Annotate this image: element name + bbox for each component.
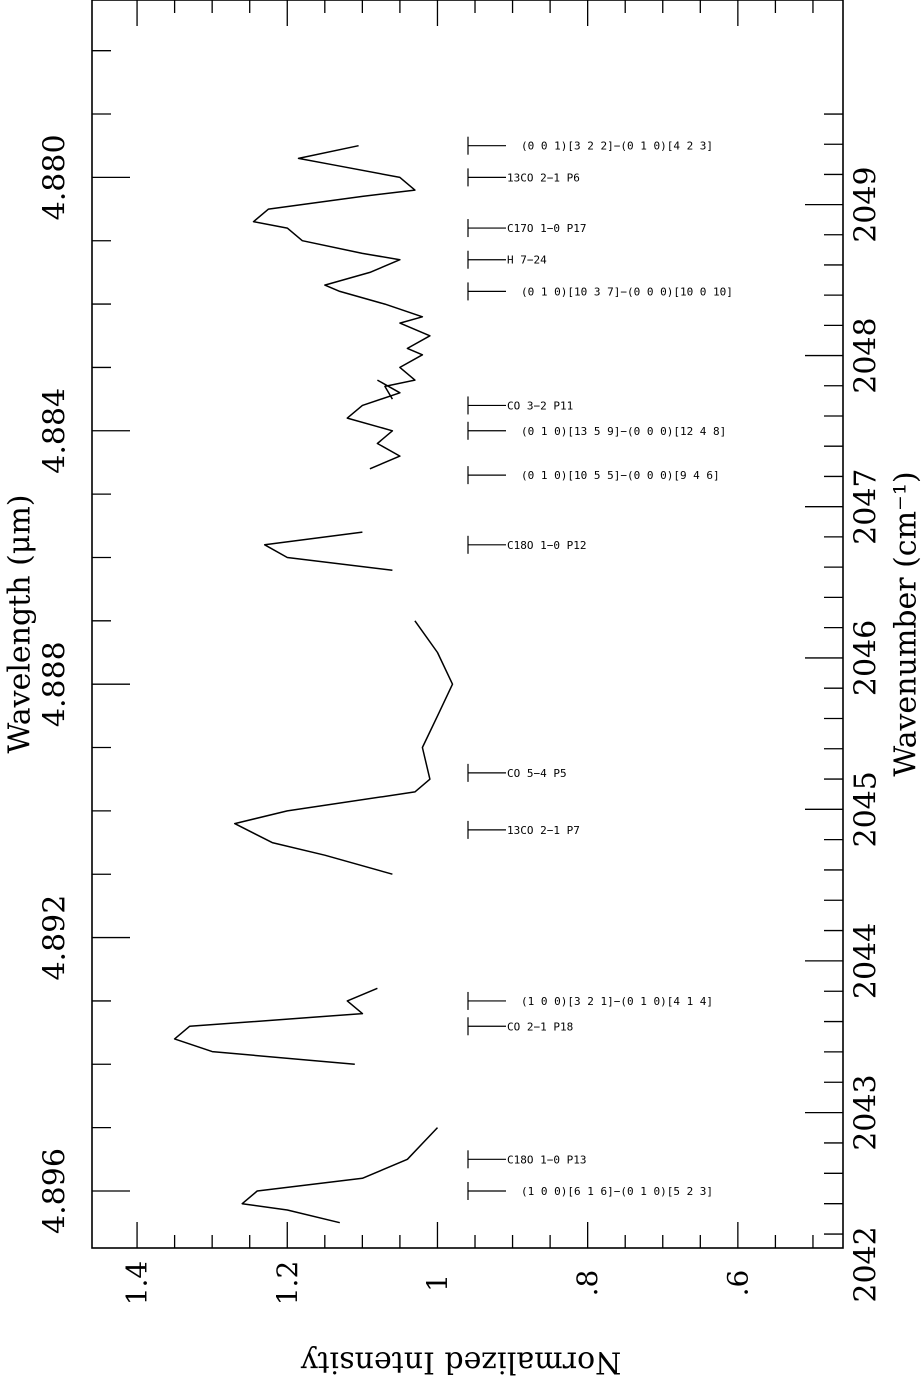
wavenumber-tick-label: 2042 [849, 1226, 884, 1302]
wavenumber-tick-label: 2044 [849, 923, 884, 999]
line-id-label: 13CO 2−1 P6 [507, 171, 580, 184]
wavenumber-tick-label: 2048 [849, 317, 884, 393]
spectrum-segment-3 [263, 531, 393, 571]
line-id-label: (1 0 0)[6 1 6]−(0 1 0)[5 2 3] [521, 1185, 713, 1198]
line-identifications: (0 0 1)[3 2 2]−(0 1 0)[4 2 3] 13CO 2−1 P6… [467, 136, 733, 1200]
line-id-label: CO 3−2 P11 [507, 399, 573, 412]
intensity-tick-label: .8 [571, 1270, 604, 1297]
line-id-label: CO 5−4 P5 [507, 767, 567, 780]
line-id-label: 13CO 2−1 P7 [507, 824, 580, 837]
wavelength-tick-label: 4.892 [38, 895, 73, 981]
line-id-label: (0 1 0)[10 5 5]−(0 0 0)[9 4 6] [521, 469, 720, 482]
line-id-label: (0 1 0)[13 5 9]−(0 0 0)[12 4 8] [521, 425, 726, 438]
intensity-tick-label: 1.2 [271, 1261, 304, 1306]
line-id-label: C17O 1−0 P17 [507, 222, 586, 235]
spectrum-segment-1 [252, 144, 431, 400]
line-id-label: C18O 1−0 P13 [507, 1153, 586, 1166]
wavelength-tick-label: 4.880 [38, 134, 73, 220]
spectrum-segment-4 [233, 620, 454, 875]
wavenumber-tick-label: 2045 [849, 771, 884, 847]
plot-frame [91, 0, 844, 1249]
wavelength-tick-label: 4.896 [38, 1148, 73, 1234]
spectrum-segment-5 [173, 987, 378, 1066]
spectrum-segment-2 [346, 379, 401, 470]
intensity-tick-label: .6 [721, 1270, 754, 1297]
top-axis-title: Wavelength (μm) [3, 495, 38, 754]
intensity-tick-label: 1.4 [121, 1261, 154, 1306]
spectrum-segments [173, 144, 454, 1224]
line-id-label: (0 0 1)[3 2 2]−(0 1 0)[4 2 3] [521, 140, 713, 153]
wavelength-tick-label: 4.888 [38, 641, 73, 727]
line-id-label: (1 0 0)[3 2 1]−(0 1 0)[4 1 4] [521, 995, 713, 1008]
line-id-label: (0 1 0)[10 3 7]−(0 0 0)[10 0 10] [521, 285, 733, 298]
line-id-label: H 7−24 [507, 254, 547, 267]
plot-border [91, 0, 844, 1249]
wavenumber-tick-label: 2047 [849, 468, 884, 544]
intensity-tick-label: 1 [421, 1274, 454, 1292]
bottom-axis-title: Wavenumber (cm⁻¹) [889, 471, 923, 776]
y-axis-title: Normalized Intensity [301, 1345, 622, 1380]
spectrum-segment-6 [241, 1127, 439, 1224]
wavenumber-tick-label: 2049 [849, 166, 884, 242]
wavenumber-tick-label: 2043 [849, 1074, 884, 1150]
axis-ticks [92, 0, 843, 1248]
axis-labels: 1.4 1.2 1 .8 .6 4.880 4.884 4.888 4.892 4.896 2049… [3, 134, 923, 1379]
wavelength-tick-label: 4.884 [38, 388, 73, 474]
line-id-label: CO 2−1 P18 [507, 1020, 573, 1033]
line-id-label: C18O 1−0 P12 [507, 539, 586, 552]
wavenumber-tick-label: 2046 [849, 620, 884, 696]
